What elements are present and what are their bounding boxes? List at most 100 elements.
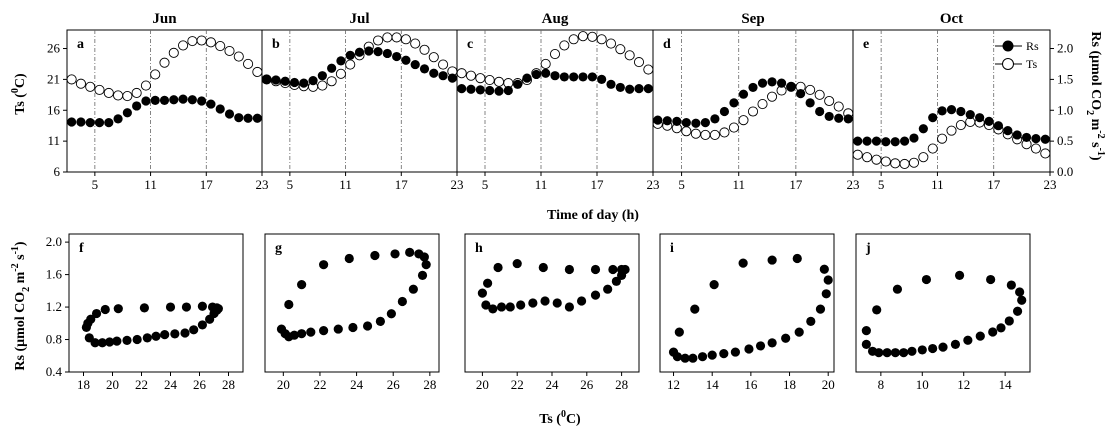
panel-h-rs-point bbox=[528, 298, 538, 308]
panel-j-rs-point bbox=[890, 348, 900, 358]
panel-h-rs-point bbox=[552, 298, 562, 308]
panel-a-ts-point bbox=[159, 57, 170, 68]
panel-e-ts-point bbox=[880, 156, 891, 167]
panel-d-ts-point bbox=[833, 101, 844, 112]
panel-h-x-tick-label: 20 bbox=[476, 377, 489, 392]
panel-f-rs-point bbox=[197, 301, 207, 311]
panel-e-rs-point bbox=[1040, 134, 1050, 144]
panel-a-ts-point bbox=[75, 78, 86, 89]
panel-a-x-tick-label: 11 bbox=[144, 177, 157, 192]
panel-c-rs-point bbox=[513, 79, 523, 89]
panel-h-x-tick-label: 28 bbox=[615, 377, 628, 392]
panel-g-x-tick-label: 22 bbox=[313, 377, 326, 392]
panel-e-ts-point bbox=[890, 158, 901, 169]
panel-c-rs-point bbox=[643, 84, 653, 94]
panel-j-rs-point bbox=[892, 284, 903, 294]
panel-d-rs-point bbox=[843, 114, 853, 124]
panel-j-rs-point bbox=[907, 346, 917, 356]
panel-a-rs-point bbox=[159, 95, 170, 105]
panel-d-rs-point bbox=[700, 118, 710, 128]
panel-h-rs-point bbox=[608, 264, 618, 275]
panel-e-rs-point bbox=[853, 136, 863, 146]
panel-b-ts-point bbox=[382, 32, 393, 43]
panel-e-x-tick-label: 17 bbox=[987, 177, 1001, 192]
panel-d-title: Sep bbox=[741, 11, 764, 27]
panel-d-rs-point bbox=[805, 98, 815, 108]
panel-c-ts-point bbox=[493, 76, 505, 87]
panel-f-rs-point bbox=[97, 338, 107, 348]
panel-c-rs-point bbox=[475, 85, 485, 95]
panel-f-rs-point bbox=[180, 328, 190, 338]
panel-d-rs-point bbox=[681, 118, 691, 128]
panel-e-rs-point bbox=[918, 124, 928, 134]
panel-j-rs-point bbox=[1012, 306, 1023, 316]
panel-j-rs-point bbox=[988, 327, 998, 337]
bottom-y-tick-label: 1.2 bbox=[46, 299, 62, 314]
panel-j-x-tick-label: 14 bbox=[999, 377, 1013, 392]
panel-h-rs-point bbox=[564, 264, 575, 275]
panel-i-rs-point bbox=[815, 304, 826, 314]
panel-c-ts-point bbox=[615, 44, 626, 55]
panel-i-x-tick-label: 16 bbox=[744, 377, 758, 392]
panel-c-ts-point bbox=[624, 50, 635, 61]
panel-b-rs-point bbox=[336, 56, 346, 66]
panel-f-rs-point bbox=[122, 335, 132, 345]
panel-d-rs-point bbox=[815, 106, 825, 117]
panel-b-rs-point bbox=[280, 76, 290, 86]
panel-i-rs-point bbox=[823, 275, 833, 285]
panel-d-rs-point bbox=[662, 116, 672, 126]
panel-f-rs-point bbox=[151, 331, 161, 341]
panel-c-letter: c bbox=[467, 37, 473, 52]
panel-c-rs-point bbox=[587, 72, 597, 82]
panel-f-rs-point bbox=[91, 308, 102, 319]
panel-f-rs-point bbox=[112, 336, 122, 346]
panel-f-rs-point bbox=[105, 337, 115, 347]
panel-g-x-tick-label: 20 bbox=[277, 377, 290, 392]
bottom-y-tick-label: 2.0 bbox=[46, 234, 62, 249]
panel-b-ts-point bbox=[438, 59, 449, 70]
panel-f-rs-point bbox=[113, 304, 123, 314]
panel-c-ts-point bbox=[587, 31, 598, 42]
panel-a-rs-point bbox=[94, 118, 105, 128]
panel-j-rs-point bbox=[917, 345, 927, 355]
panel-c-rs-point bbox=[494, 86, 504, 96]
panel-b-ts-point bbox=[419, 44, 430, 55]
panel-a-rs-point bbox=[169, 95, 179, 105]
panel-b-ts-point bbox=[345, 59, 356, 70]
panel-g-rs-point bbox=[408, 284, 418, 294]
panel-e-rs-point bbox=[909, 133, 919, 143]
panel-d-ts-point bbox=[824, 95, 835, 107]
panel-b-rs-point bbox=[392, 51, 402, 62]
panel-b-rs-point bbox=[364, 46, 374, 56]
panel-b-title: Jul bbox=[349, 11, 369, 27]
panel-i-rs-point bbox=[672, 352, 683, 362]
panel-d-rs-point bbox=[748, 82, 758, 93]
panel-c-rs-point bbox=[522, 73, 532, 83]
panel-e-rs-point bbox=[1021, 132, 1032, 143]
panel-c-rs-point bbox=[606, 79, 616, 89]
panel-a-rs-point bbox=[141, 96, 151, 106]
panel-j-rs-point bbox=[882, 348, 892, 358]
panel-i-x-tick-label: 14 bbox=[706, 377, 720, 392]
panel-i-rs-point bbox=[767, 255, 777, 265]
panel-h-rs-point bbox=[564, 302, 575, 312]
panel-j-frame bbox=[855, 233, 1031, 373]
panel-e-ts-point bbox=[918, 152, 929, 163]
panel-c-ts-point bbox=[540, 58, 551, 70]
panel-j-letter: j bbox=[865, 241, 871, 256]
panel-d-rs-point bbox=[776, 78, 787, 88]
panel-g-x-tick-label: 24 bbox=[350, 377, 364, 392]
panel-g-rs-point bbox=[319, 326, 329, 336]
right-y-tick-label: 1.0 bbox=[1057, 102, 1073, 117]
panel-j-rs-point bbox=[1004, 316, 1014, 326]
panel-d-ts-point bbox=[719, 127, 730, 138]
panel-g-rs-point bbox=[297, 329, 307, 339]
panel-f-x-tick-label: 26 bbox=[193, 377, 207, 392]
panel-d-ts-point bbox=[709, 129, 720, 141]
panel-i-x-tick-label: 20 bbox=[822, 377, 835, 392]
panel-c-rs-point bbox=[559, 72, 569, 82]
panel-j-rs-point bbox=[861, 339, 871, 349]
panel-h-rs-point bbox=[603, 284, 613, 294]
panel-d-x-tick-label: 17 bbox=[789, 177, 803, 192]
panel-b-ts-point bbox=[428, 52, 439, 63]
